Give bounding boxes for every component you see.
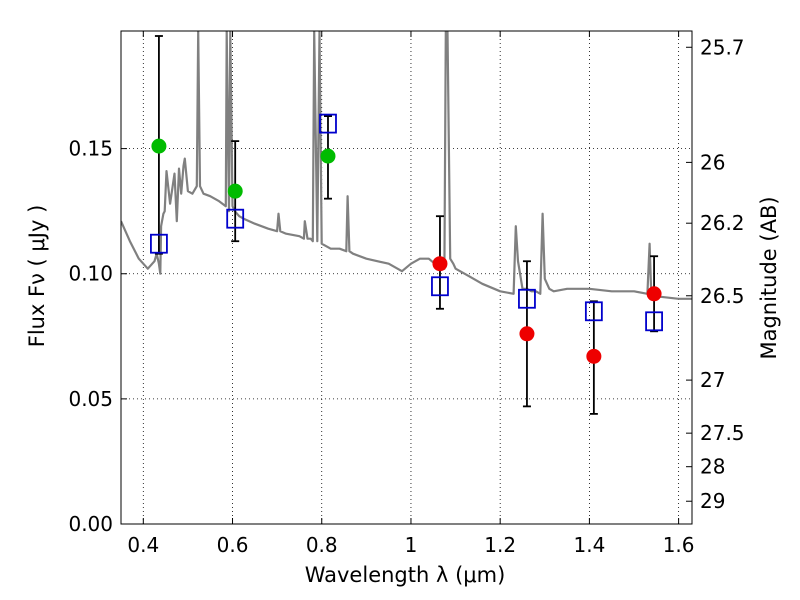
right-tick-label: 26: [700, 150, 725, 174]
right-tick-label: 28: [700, 455, 725, 479]
y-axis-right-label: Magnitude (AB): [757, 196, 781, 359]
data-point-red: [646, 286, 662, 302]
model-photometry-square: [518, 288, 536, 309]
data-point-red: [519, 326, 535, 342]
x-tick-label: 0.6: [217, 533, 249, 557]
axes-frame: [120, 30, 693, 525]
y-tick-label: 0.15: [68, 137, 113, 161]
right-tick-label: 27: [700, 368, 725, 392]
model-photometry-square: [584, 301, 603, 322]
y-axis-left: 0.00 0.05 0.10 0.15: [68, 137, 127, 536]
right-tick-label: 29: [700, 489, 725, 513]
right-tick-label: 25.7: [700, 35, 745, 59]
right-tick-label: 26.5: [700, 284, 745, 308]
data-point-green: [320, 148, 336, 164]
x-tick-label: 0.8: [306, 533, 338, 557]
y-tick-label: 0.00: [68, 512, 113, 536]
model-photometry-square: [431, 276, 449, 297]
model-spectrum-line: [121, 31, 692, 300]
grid-lines: [121, 31, 692, 525]
x-tick-label: 1.2: [484, 533, 516, 557]
plot-area: [121, 31, 692, 415]
data-point-red: [586, 348, 602, 364]
right-tick-label: 26.2: [700, 211, 745, 235]
x-tick-label: 0.4: [127, 533, 159, 557]
data-point-green: [151, 138, 167, 154]
x-tick-label: 1: [405, 533, 418, 557]
x-tick-label: 1.6: [663, 533, 695, 557]
data-point-green: [227, 183, 243, 199]
x-axis: 0.4 0.6 0.8 1 1.2 1.4 1.6: [127, 31, 695, 557]
model-photometry-square: [226, 208, 245, 229]
x-axis-label: Wavelength λ (μm): [305, 563, 506, 587]
y-axis-label: Flux Fν ( μJy ): [25, 205, 49, 348]
model-photometry-square: [645, 311, 663, 332]
y-tick-label: 0.05: [68, 387, 113, 411]
right-tick-label: 27.5: [700, 421, 745, 445]
x-tick-label: 1.4: [573, 533, 605, 557]
y-axis-right: 25.7 26 26.2 26.5 27 27.5 28 29: [686, 35, 745, 513]
y-tick-label: 0.10: [68, 262, 113, 286]
data-point-red: [432, 256, 448, 272]
model-photometry-square: [319, 113, 337, 134]
model-photometry-square: [150, 233, 168, 254]
